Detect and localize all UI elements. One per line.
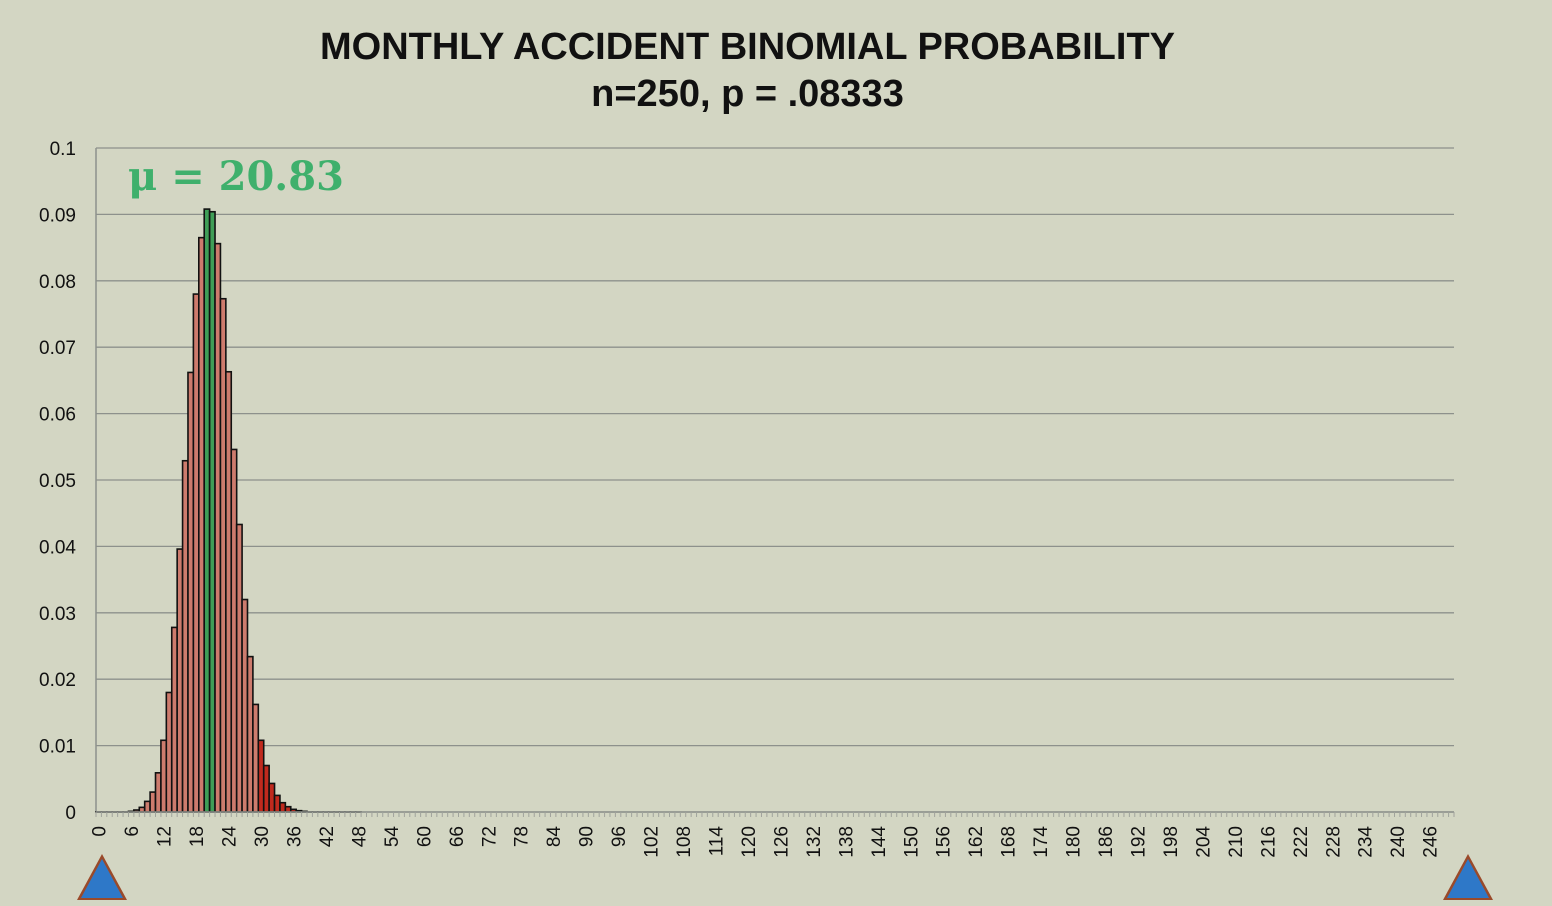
- x-tick-label: 150: [901, 826, 922, 858]
- x-tick-label: 174: [1031, 826, 1052, 858]
- x-tick-label: 6: [122, 826, 143, 837]
- y-tick-label: 0.03: [39, 604, 76, 625]
- bar: [154, 772, 162, 813]
- left-range-handle[interactable]: [77, 854, 127, 900]
- bar: [181, 459, 189, 813]
- chart-title: MONTHLY ACCIDENT BINOMIAL PROBABILITY n=…: [0, 24, 1495, 118]
- bar: [273, 794, 281, 813]
- x-tick-label: 156: [934, 826, 955, 858]
- x-tick-label: 18: [187, 826, 208, 847]
- x-tick-label: 48: [349, 826, 370, 847]
- x-tick-label: 210: [1226, 826, 1247, 858]
- x-tick-label: 12: [155, 826, 176, 847]
- x-tick-label: 216: [1258, 826, 1279, 858]
- x-tick-label: 78: [512, 826, 533, 847]
- bar: [165, 691, 173, 813]
- y-tick-label: 0.05: [39, 471, 76, 492]
- y-tick-label: 0.02: [39, 670, 76, 691]
- bar: [203, 208, 211, 813]
- right-range-handle[interactable]: [1443, 854, 1493, 900]
- x-tick-label: 120: [739, 826, 760, 858]
- y-tick-label: 0.07: [39, 338, 76, 359]
- bar: [235, 523, 243, 813]
- x-tick-label: 246: [1421, 826, 1442, 858]
- x-tick-label: 96: [609, 826, 630, 847]
- x-tick-label: 138: [836, 826, 857, 858]
- bar: [246, 655, 254, 813]
- bar: [214, 242, 222, 813]
- bar: [198, 236, 206, 813]
- mean-annotation: μ = 20.83: [128, 153, 344, 200]
- x-tick-label: 180: [1064, 826, 1085, 858]
- x-tick-label: 90: [577, 826, 598, 847]
- y-tick-label: 0: [65, 803, 76, 824]
- x-tick-label: 204: [1193, 826, 1214, 858]
- y-tick-label: 0.09: [39, 205, 76, 226]
- bar: [208, 210, 216, 813]
- x-tick-label: 192: [1128, 826, 1149, 858]
- chart-title-line: MONTHLY ACCIDENT BINOMIAL PROBABILITY: [319, 26, 1176, 68]
- x-tick-label: 0: [90, 826, 111, 837]
- bar: [192, 293, 200, 813]
- x-tick-label: 132: [804, 826, 825, 858]
- bar: [279, 801, 287, 813]
- y-tick-label: 0.06: [39, 405, 76, 426]
- x-tick-label: 168: [999, 826, 1020, 858]
- bar: [262, 764, 270, 813]
- x-tick-label: 84: [544, 826, 565, 848]
- x-tick-label: 240: [1388, 826, 1409, 858]
- bar: [187, 371, 195, 813]
- y-tick-label: 0.08: [39, 272, 76, 293]
- x-tick-label: 114: [706, 826, 727, 857]
- bar: [149, 791, 157, 813]
- y-tick-label: 0.01: [39, 737, 76, 758]
- x-tick-label: 186: [1096, 826, 1117, 858]
- x-tick-label: 36: [284, 826, 305, 847]
- bar: [143, 800, 151, 813]
- x-tick-label: 42: [317, 826, 338, 847]
- chart-subtitle: n=250, p = .08333: [591, 73, 904, 115]
- bar: [257, 739, 265, 813]
- y-tick-label: 0.1: [50, 139, 76, 160]
- bar: [230, 448, 238, 813]
- y-tick-label: 0.04: [39, 537, 76, 558]
- x-tick-label: 24: [220, 826, 241, 848]
- x-tick-label: 102: [642, 826, 663, 858]
- bar: [219, 297, 227, 813]
- x-tick-label: 54: [382, 826, 403, 848]
- x-tick-label: 222: [1291, 826, 1312, 858]
- x-tick-label: 228: [1323, 826, 1344, 858]
- bar: [176, 548, 184, 813]
- bar: [225, 370, 233, 813]
- x-tick-label: 108: [674, 826, 695, 858]
- x-tick-label: 234: [1356, 826, 1377, 858]
- x-tick-label: 198: [1161, 826, 1182, 858]
- bar: [252, 703, 260, 813]
- bar: [160, 739, 168, 813]
- x-tick-label: 162: [966, 826, 987, 858]
- bar: [241, 598, 249, 813]
- bar: [170, 626, 178, 813]
- x-tick-label: 72: [479, 826, 500, 847]
- bar: [284, 805, 292, 813]
- bar: [268, 782, 276, 813]
- x-tick-label: 126: [771, 826, 792, 858]
- x-tick-label: 60: [414, 826, 435, 847]
- x-tick-label: 144: [869, 826, 890, 858]
- x-tick-label: 66: [447, 826, 468, 847]
- x-tick-label: 30: [252, 826, 273, 847]
